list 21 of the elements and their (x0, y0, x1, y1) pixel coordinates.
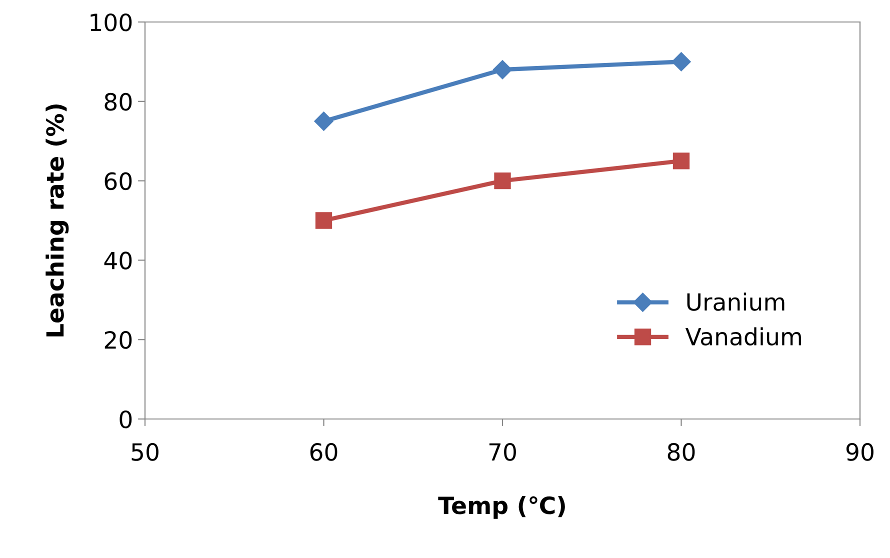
legend-label: Uranium (687, 292, 784, 311)
point (315, 212, 332, 229)
x-tick-label: 50 (132, 443, 158, 461)
y-tick-label: 0 (120, 410, 132, 428)
point (314, 112, 334, 131)
x-tick-label: 60 (310, 443, 338, 461)
x-tick-label: 90 (846, 443, 874, 461)
point (492, 60, 512, 80)
y-axis-title: Leaching rate (%) (46, 104, 69, 336)
y-tick-label: 60 (104, 172, 132, 190)
y-tick-label: 20 (104, 331, 132, 349)
point (672, 52, 691, 72)
y-tick-label: 100 (90, 13, 132, 32)
x-tick-label: 70 (489, 443, 516, 461)
point (672, 152, 690, 170)
point (494, 172, 511, 190)
legend-label: Vanadium (685, 327, 801, 346)
x-axis-title: Temp (℃) (438, 496, 565, 519)
y-tick-label: 80 (104, 92, 132, 111)
x-tick-label: 80 (668, 443, 695, 461)
y-tick-label: 40 (104, 252, 132, 270)
